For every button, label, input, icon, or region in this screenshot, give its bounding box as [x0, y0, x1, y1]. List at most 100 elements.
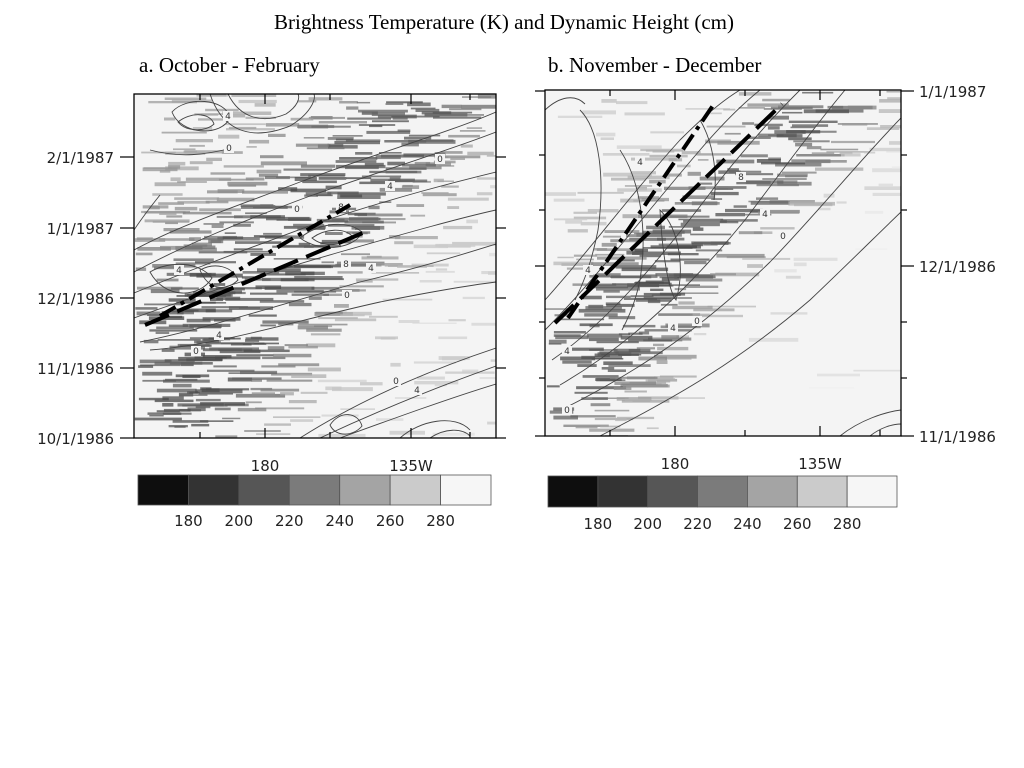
brightness-streak	[853, 369, 901, 372]
contour-label-bg	[435, 154, 445, 164]
brightness-streak	[389, 177, 401, 181]
brightness-streak	[710, 191, 739, 196]
brightness-streak	[770, 312, 808, 315]
brightness-streak	[670, 258, 710, 261]
brightness-streak	[567, 229, 588, 233]
panel-b-propagation-lines	[553, 102, 784, 325]
brightness-streak	[417, 376, 445, 380]
brightness-streak	[205, 108, 239, 112]
brightness-streak	[149, 205, 160, 210]
brightness-streak	[311, 125, 351, 128]
brightness-streak	[421, 192, 449, 194]
brightness-streak	[283, 168, 333, 171]
brightness-streak	[297, 325, 328, 330]
brightness-streak	[685, 278, 723, 282]
brightness-streak	[267, 346, 285, 350]
brightness-streak	[806, 146, 822, 150]
contour-line	[149, 263, 213, 294]
brightness-streak	[308, 116, 345, 119]
brightness-streak	[714, 188, 734, 190]
brightness-streak	[646, 427, 659, 430]
brightness-streak	[173, 258, 214, 261]
panel-b-ticks	[535, 90, 914, 437]
brightness-streak	[594, 353, 610, 358]
brightness-streak	[545, 192, 576, 196]
brightness-streak	[723, 108, 736, 111]
brightness-streak	[196, 94, 227, 97]
brightness-streak	[358, 109, 408, 113]
contour-line	[149, 281, 496, 351]
brightness-streak	[422, 193, 457, 197]
brightness-streak	[358, 124, 396, 126]
contour-label: 0	[344, 291, 350, 301]
colorbar-swatch	[440, 474, 492, 506]
brightness-streak	[355, 278, 399, 281]
brightness-streak	[245, 177, 265, 181]
brightness-streak	[440, 151, 463, 154]
brightness-streak	[630, 295, 654, 298]
brightness-streak	[645, 378, 676, 382]
brightness-streak	[192, 127, 213, 131]
brightness-streak	[182, 404, 228, 407]
brightness-streak	[618, 333, 630, 336]
brightness-streak	[334, 140, 380, 145]
brightness-streak	[607, 369, 626, 372]
brightness-streak	[573, 254, 598, 257]
contour-line	[134, 111, 496, 251]
brightness-streak	[175, 139, 213, 143]
brightness-streak	[770, 106, 813, 110]
brightness-streak	[705, 141, 746, 143]
brightness-streak	[205, 342, 255, 345]
brightness-streak	[339, 157, 378, 160]
brightness-streak	[341, 253, 370, 256]
brightness-streak	[433, 116, 482, 119]
brightness-streak	[642, 230, 685, 234]
brightness-streak	[646, 225, 665, 230]
brightness-streak	[340, 408, 375, 410]
brightness-streak	[332, 387, 373, 392]
brightness-streak	[388, 265, 434, 267]
contour-label-bg	[692, 316, 702, 326]
brightness-streak	[488, 271, 496, 275]
brightness-streak	[555, 335, 589, 340]
brightness-streak	[298, 323, 348, 326]
contour-line	[699, 119, 716, 201]
brightness-streak	[412, 322, 457, 324]
brightness-streak	[580, 221, 607, 226]
brightness-streak	[259, 300, 305, 303]
brightness-streak	[616, 101, 648, 105]
brightness-streak	[648, 337, 692, 341]
brightness-streak	[653, 343, 665, 347]
brightness-streak	[661, 209, 702, 212]
brightness-streak	[756, 159, 781, 163]
brightness-streak	[376, 418, 404, 421]
brightness-streak	[161, 131, 207, 134]
brightness-streak	[334, 318, 377, 322]
brightness-streak	[260, 155, 284, 159]
brightness-streak	[394, 397, 427, 399]
brightness-streak	[660, 325, 701, 329]
brightness-streak	[273, 416, 321, 418]
brightness-streak	[425, 162, 451, 167]
brightness-streak	[177, 343, 210, 347]
brightness-streak	[620, 198, 642, 203]
brightness-streak	[585, 306, 622, 311]
brightness-streak	[318, 121, 367, 124]
brightness-streak	[256, 169, 282, 174]
brightness-streak	[747, 136, 771, 139]
brightness-streak	[560, 318, 605, 321]
brightness-streak	[213, 365, 237, 368]
brightness-streak	[335, 164, 386, 169]
brightness-streak	[606, 295, 631, 299]
brightness-streak	[629, 237, 666, 241]
brightness-streak	[224, 232, 236, 234]
brightness-streak	[369, 315, 398, 318]
y-tick-label: 11/1/1986	[919, 428, 996, 446]
brightness-streak	[438, 356, 470, 360]
contour-line	[339, 383, 496, 438]
contour-label-bg	[385, 181, 395, 191]
brightness-streak	[205, 309, 233, 313]
brightness-streak	[214, 319, 236, 322]
brightness-streak	[674, 288, 687, 291]
brightness-streak	[678, 218, 724, 221]
